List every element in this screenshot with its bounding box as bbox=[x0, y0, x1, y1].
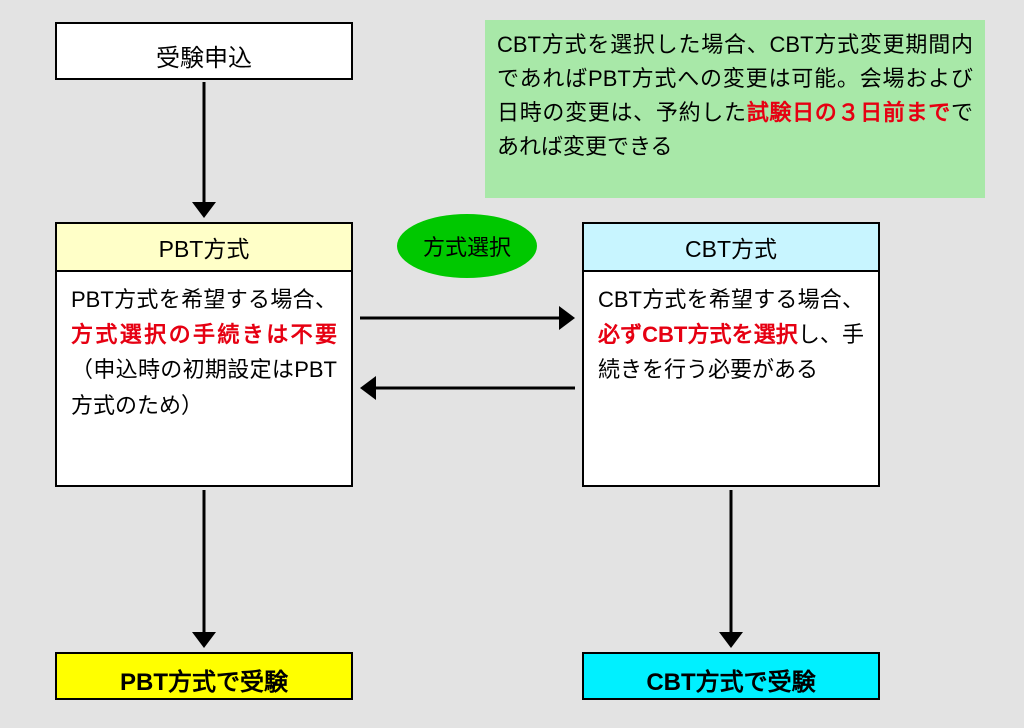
arrow-layer bbox=[0, 0, 1024, 728]
